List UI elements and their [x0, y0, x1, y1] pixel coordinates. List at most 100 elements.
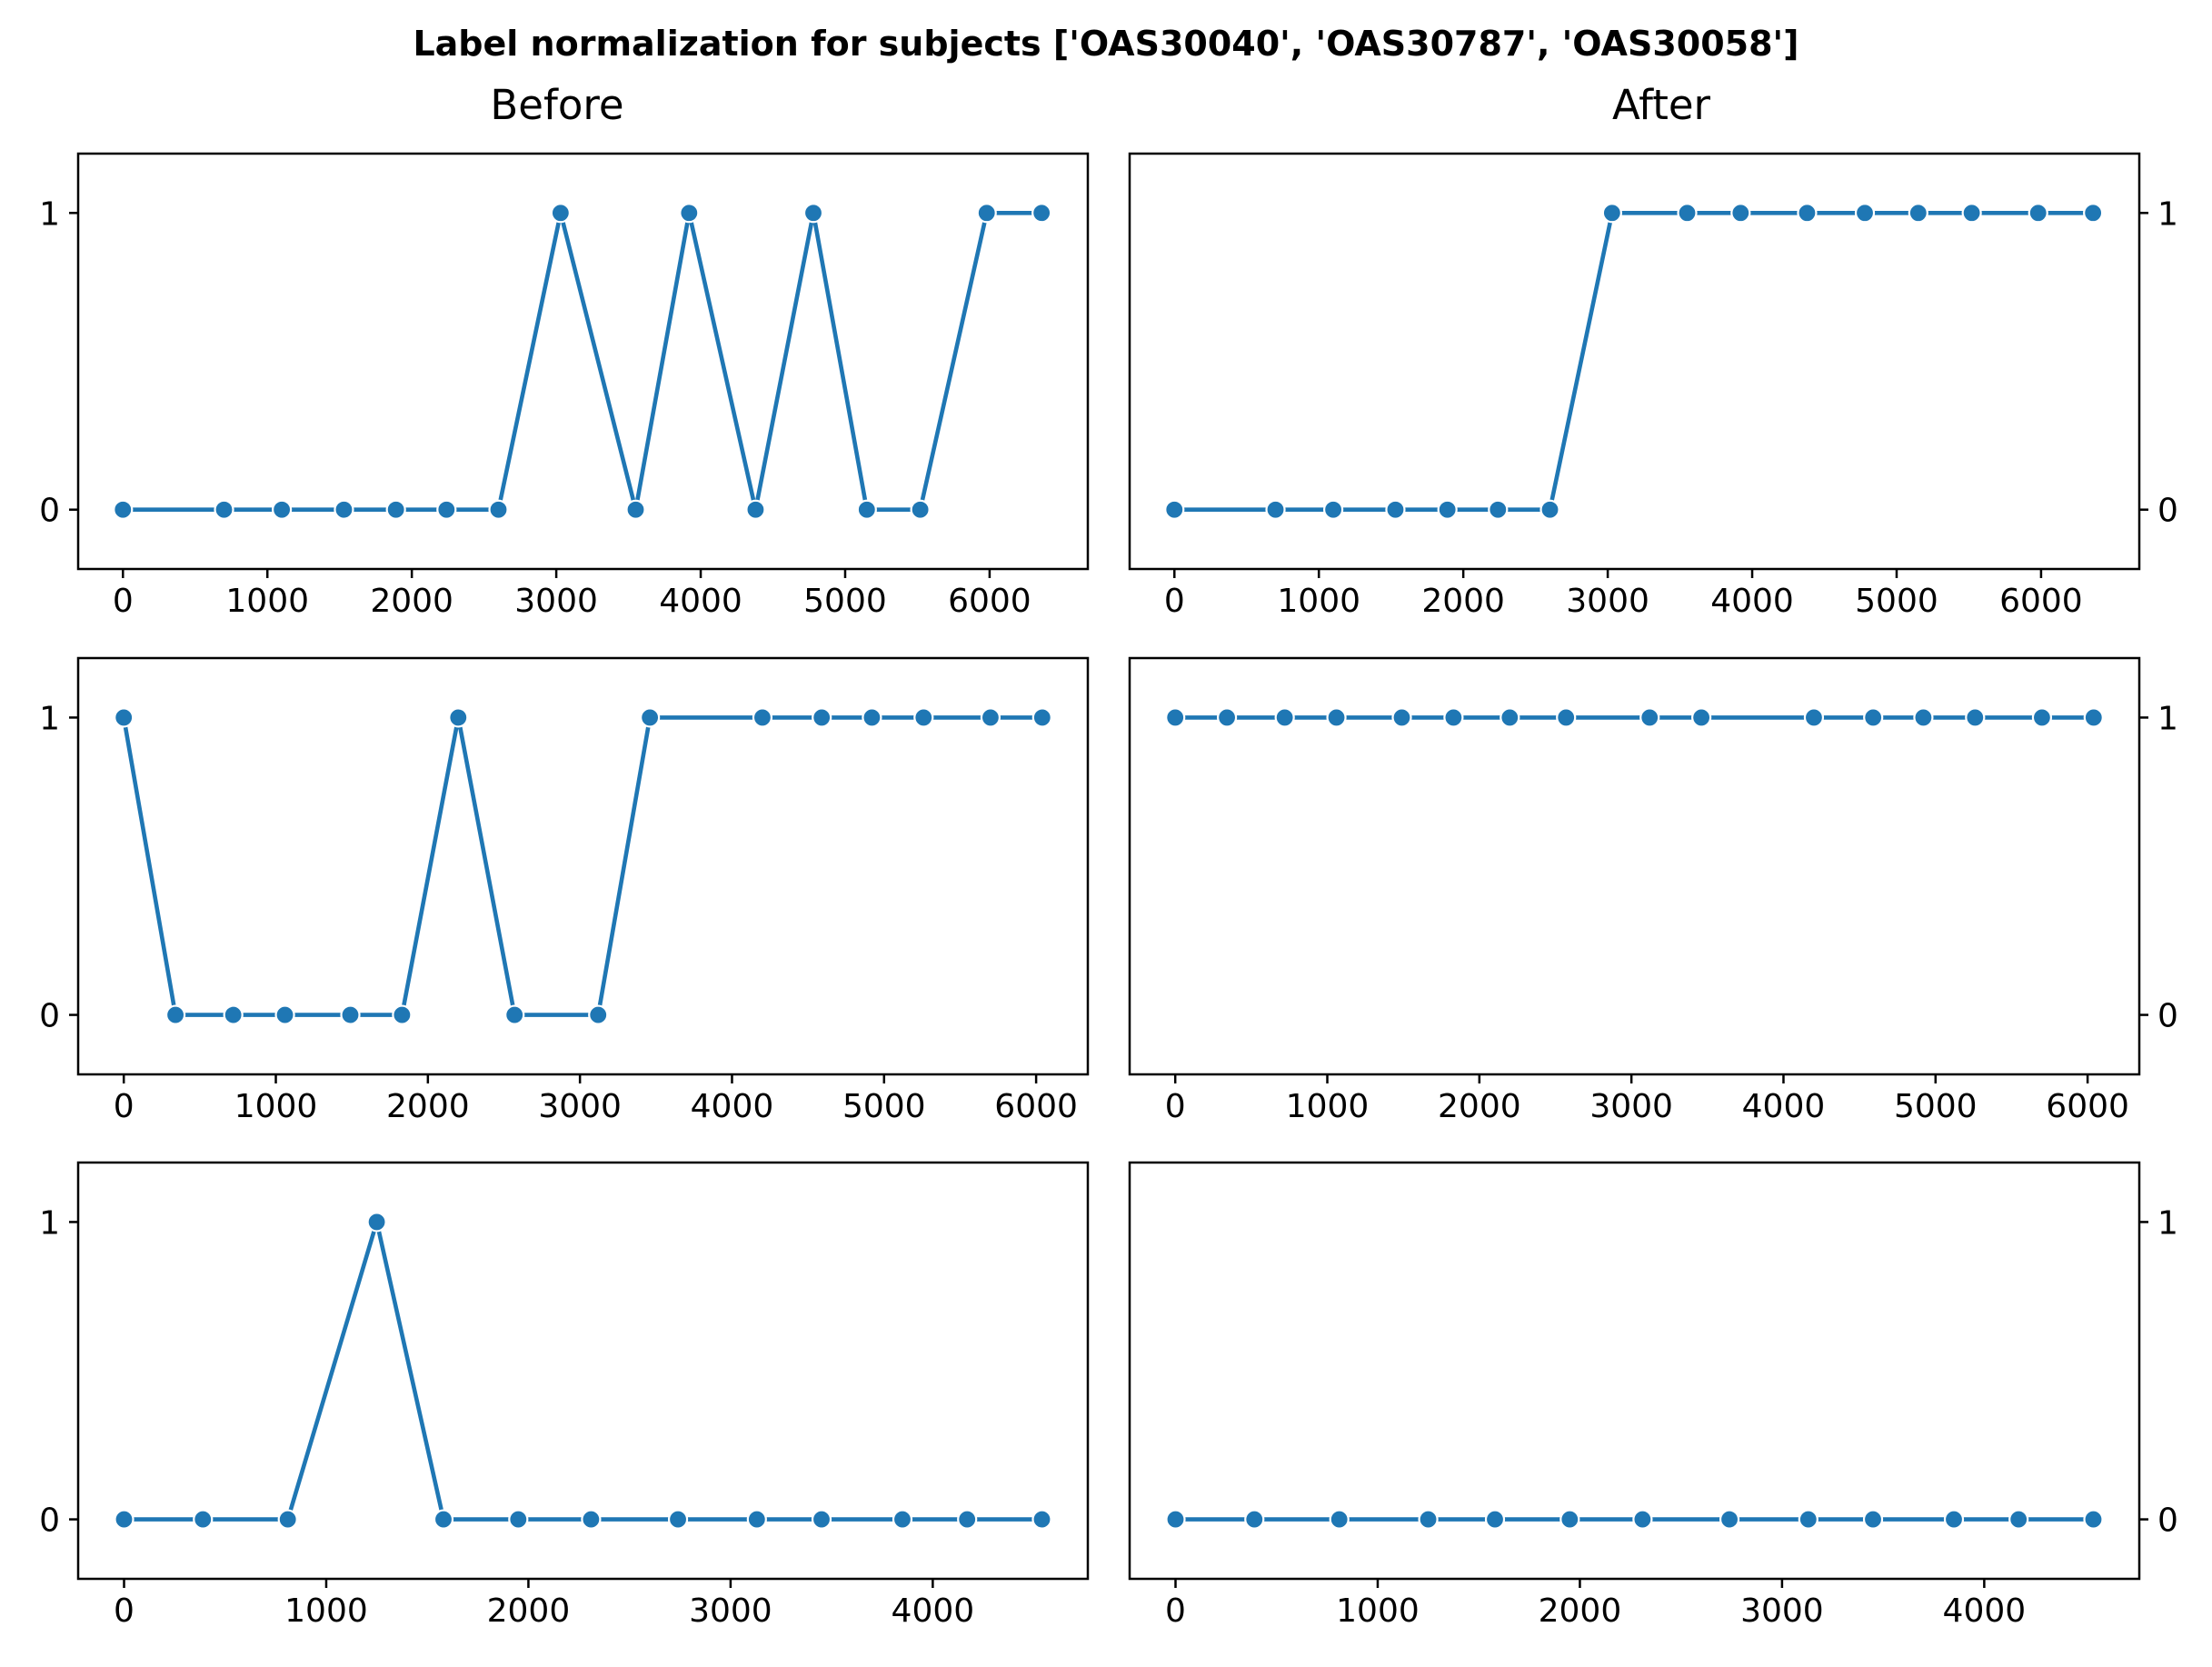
data-point: [2028, 203, 2048, 224]
data-point: [2031, 707, 2053, 728]
data-point: [366, 1212, 387, 1233]
data-point: [1031, 707, 1052, 728]
y-tick-label: 1: [39, 1204, 60, 1242]
data-point: [1854, 203, 1876, 224]
data-point: [392, 1004, 413, 1025]
data-point: [1539, 499, 1560, 520]
x-tick-label: 5000: [803, 583, 887, 620]
data-point: [1965, 707, 1986, 728]
data-point: [1418, 1509, 1439, 1530]
data-point: [910, 499, 931, 520]
data-point: [436, 499, 457, 520]
x-tick-label: 2000: [1539, 1592, 1622, 1630]
x-tick-label: 3000: [538, 1088, 622, 1125]
data-point: [1391, 707, 1412, 728]
x-tick-label: 2000: [370, 583, 453, 620]
subplot-after-row-2: 0 1000 2000 3000 4000 5000 6000 0 1: [1128, 656, 2178, 1125]
data-point: [1216, 707, 1238, 728]
x-tick-label: 0: [1164, 583, 1185, 620]
x-tick-label: 2000: [1421, 583, 1505, 620]
x-tick-label: 1000: [284, 1592, 368, 1630]
y-tick-label: 0: [39, 493, 60, 530]
data-point: [334, 499, 354, 520]
data-point: [193, 1509, 214, 1530]
data-point: [274, 1004, 295, 1025]
data-point: [2083, 203, 2104, 224]
data-point: [1326, 707, 1347, 728]
series-line: [124, 1220, 1042, 1522]
y-tick-label: 0: [2157, 1502, 2178, 1540]
data-point: [114, 1509, 135, 1530]
data-point: [277, 1509, 298, 1530]
data-point: [448, 707, 469, 728]
data-point: [1862, 1509, 1884, 1530]
y-tick-label: 0: [39, 998, 60, 1035]
data-point: [1031, 1509, 1052, 1530]
data-point: [1165, 707, 1186, 728]
data-point: [745, 499, 766, 520]
data-point: [1863, 707, 1884, 728]
y-tick-label: 0: [2157, 998, 2178, 1035]
x-tick-label: 1000: [1286, 1088, 1370, 1125]
x-tick-label: 3000: [689, 1592, 772, 1630]
y-tick-label: 1: [2157, 1204, 2178, 1242]
x-tick-label: 4000: [691, 1088, 774, 1125]
x-tick-label: 1000: [1336, 1592, 1420, 1630]
x-tick-label: 3000: [1566, 583, 1649, 620]
data-point: [508, 1509, 529, 1530]
data-point: [1632, 1509, 1653, 1530]
data-point: [1329, 1509, 1350, 1530]
data-point: [385, 499, 406, 520]
x-tick-label: 0: [114, 1592, 135, 1630]
subplot-before-row-2: 0 1000 2000 3000 4000 5000 6000 0 1: [39, 656, 1090, 1125]
data-point: [1961, 203, 1982, 224]
y-tick-label: 1: [39, 195, 60, 233]
x-tick-label: 0: [114, 1088, 135, 1125]
data-point: [1943, 1509, 1965, 1530]
axes-frame: [76, 152, 1090, 571]
data-point: [1443, 707, 1464, 728]
data-point: [113, 499, 134, 520]
data-point: [1385, 499, 1406, 520]
data-point: [1908, 203, 1928, 224]
data-point: [1244, 1509, 1265, 1530]
data-point: [114, 707, 135, 728]
axes-frame: [1128, 152, 2141, 571]
data-point: [2008, 1509, 2029, 1530]
x-tick-label: 3000: [514, 583, 598, 620]
data-point: [913, 707, 934, 728]
data-point: [1500, 707, 1520, 728]
x-tick-label: 5000: [842, 1088, 926, 1125]
data-point: [1803, 707, 1825, 728]
axes-frame: [1128, 1161, 2141, 1581]
data-point: [1798, 1509, 1818, 1530]
x-tick-label: 1000: [234, 1088, 318, 1125]
x-tick-label: 0: [1165, 1592, 1186, 1630]
data-point: [1797, 203, 1818, 224]
data-point: [1165, 1509, 1186, 1530]
data-point: [1639, 707, 1660, 728]
series-line: [1174, 211, 2094, 513]
x-tick-label: 0: [1165, 1088, 1186, 1125]
data-point: [811, 1509, 832, 1530]
data-point: [752, 707, 773, 728]
x-tick-label: 2000: [386, 1088, 470, 1125]
data-point: [1719, 1509, 1740, 1530]
data-point: [2083, 1509, 2104, 1530]
data-point: [1601, 203, 1622, 224]
y-tick-label: 0: [39, 1502, 60, 1540]
x-tick-label: 3000: [1740, 1592, 1824, 1630]
column-title-before: Before: [490, 81, 623, 129]
data-point: [812, 707, 832, 728]
data-point: [488, 499, 509, 520]
data-point: [679, 203, 700, 224]
data-point: [433, 1509, 454, 1530]
axes-frame: [76, 656, 1090, 1076]
x-tick-label: 1000: [225, 583, 309, 620]
x-tick-label: 5000: [1894, 1088, 1978, 1125]
data-point: [1484, 1509, 1506, 1530]
data-point: [625, 499, 646, 520]
data-point: [1677, 203, 1698, 224]
x-tick-label: 2000: [487, 1592, 571, 1630]
figure-suptitle: Label normalization for subjects ['OAS30…: [413, 24, 1798, 64]
